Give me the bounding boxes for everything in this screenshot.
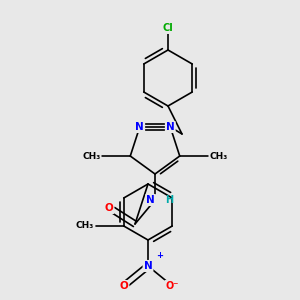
Text: +: +: [156, 251, 163, 260]
Text: O⁻: O⁻: [165, 281, 179, 291]
Text: N: N: [166, 122, 175, 132]
Text: O: O: [120, 281, 128, 291]
Text: N: N: [144, 261, 152, 271]
Text: Cl: Cl: [163, 23, 173, 33]
Text: CH₃: CH₃: [210, 152, 228, 160]
Text: N: N: [146, 195, 155, 205]
Text: O: O: [105, 203, 113, 213]
Text: N: N: [135, 122, 144, 132]
Text: CH₃: CH₃: [76, 221, 94, 230]
Text: H: H: [165, 195, 173, 205]
Text: CH₃: CH₃: [82, 152, 100, 160]
